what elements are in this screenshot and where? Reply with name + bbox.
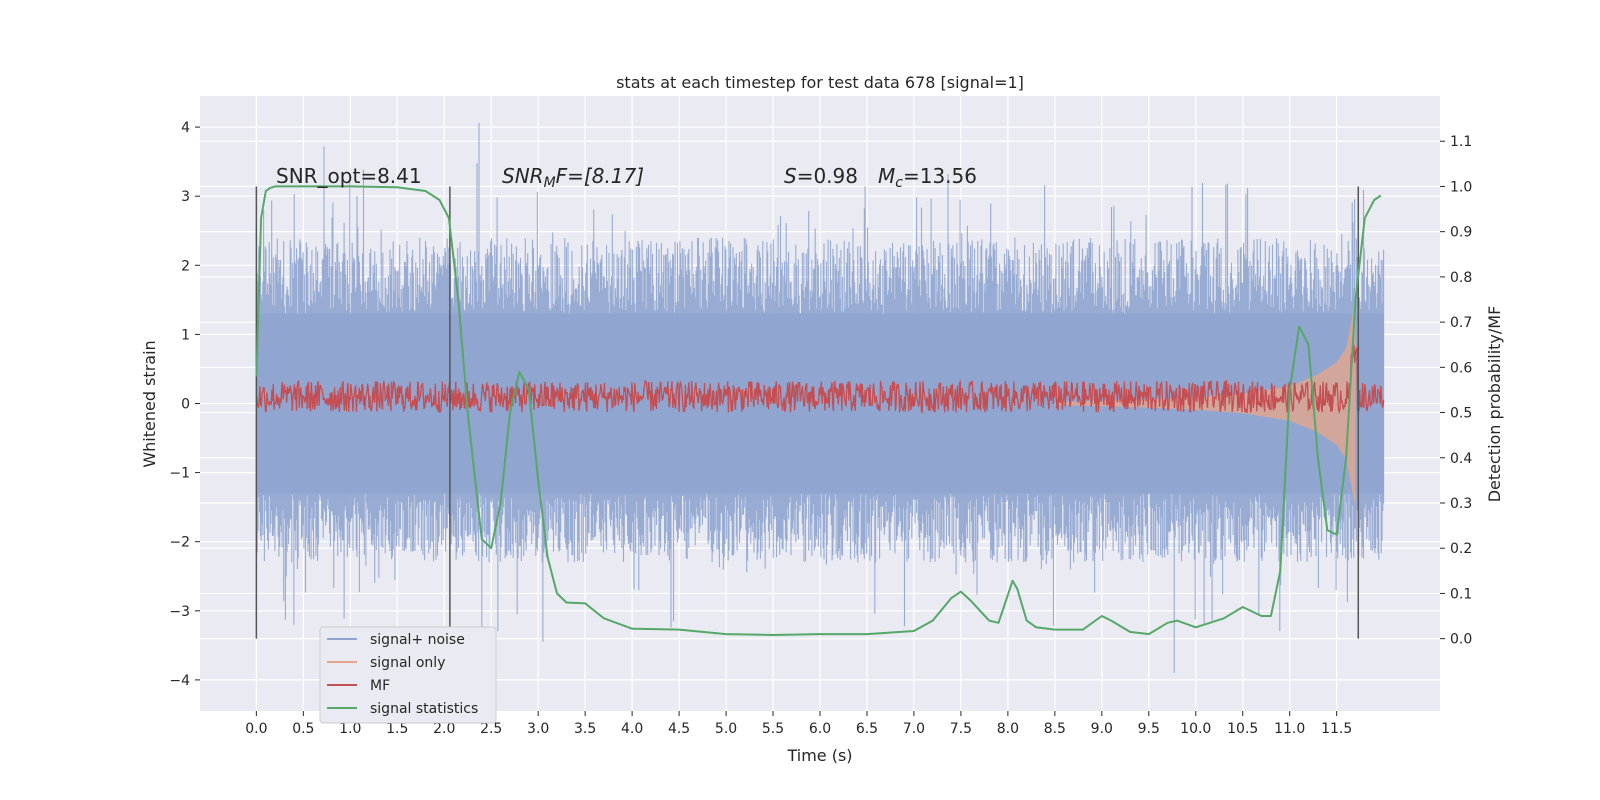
y-tick-label: 4: [181, 120, 190, 136]
y-right-tick-label: 0.3: [1450, 496, 1472, 512]
annotation-snr-mf: SNRMF=[8.17]: [502, 164, 644, 191]
x-tick-label: 0.0: [245, 721, 267, 737]
x-tick-label: 8.5: [1044, 721, 1066, 737]
mf-series: [255, 345, 1385, 415]
y-tick-label: −4: [169, 673, 190, 689]
x-tick-label: 2.5: [480, 721, 502, 737]
legend-label-signal-only: signal only: [370, 655, 445, 671]
x-tick-label: 11.0: [1274, 721, 1305, 737]
y-right-tick-label: 0.5: [1450, 406, 1472, 422]
x-tick-label: 6.5: [856, 721, 878, 737]
signal-only-series: [1054, 299, 1356, 508]
x-tick-label: 9.0: [1091, 721, 1113, 737]
y-tick-label: 1: [181, 327, 190, 343]
mf-trace: [255, 345, 1385, 415]
x-tick-label: 6.0: [809, 721, 831, 737]
y-right-axis-ticks: 1.1 1.0 0.9 0.8 0.7 0.6 0.5 0.4 0.3 0.2 0.1 0.0: [1440, 134, 1472, 648]
y-right-tick-label: 0.6: [1450, 360, 1472, 376]
legend-label-mf: MF: [370, 678, 390, 694]
legend-label-signal-noise: signal+ noise: [370, 632, 465, 648]
x-tick-label: 11.5: [1321, 721, 1352, 737]
chart-title: stats at each timestep for test data 678…: [616, 73, 1024, 92]
annotation-snr-opt: SNR_opt=8.41: [276, 164, 422, 188]
y-tick-label: −3: [169, 604, 190, 620]
y-axis-label: Whitened strain: [140, 340, 159, 467]
y-tick-label: 3: [181, 189, 190, 205]
y-right-tick-label: 0.7: [1450, 315, 1472, 331]
x-tick-label: 1.0: [339, 721, 361, 737]
legend: signal+ noise signal only MF signal stat…: [319, 626, 497, 724]
x-tick-label: 4.0: [621, 721, 643, 737]
y-right-tick-label: 0.2: [1450, 541, 1472, 557]
x-tick-label: 0.5: [292, 721, 314, 737]
x-axis-ticks: 0.0 0.5 1.0 1.5 2.0 2.5 3.0 3.5 4.0 4.5 5.0 5.5 6.0 6…: [245, 711, 1352, 737]
x-tick-label: 5.0: [715, 721, 737, 737]
x-tick-label: 2.0: [433, 721, 455, 737]
legend-label-signal-statistics: signal statistics: [370, 701, 478, 717]
y-right-tick-label: 0.8: [1450, 270, 1472, 286]
y-right-tick-label: 0.4: [1450, 451, 1472, 467]
x-tick-label: 3.5: [574, 721, 596, 737]
legend-box: [319, 626, 497, 724]
y-axis-ticks: 4 3 2 1 0 −1 −2 −3 −4: [169, 120, 200, 689]
annotation-s: S=0.98: [784, 164, 858, 188]
x-tick-label: 3.0: [527, 721, 549, 737]
x-tick-label: 5.5: [762, 721, 784, 737]
signal-statistics-trace: [255, 185, 1382, 636]
x-tick-label: 10.5: [1227, 721, 1258, 737]
x-tick-label: 1.5: [386, 721, 408, 737]
x-tick-label: 7.5: [950, 721, 972, 737]
x-tick-label: 7.0: [903, 721, 925, 737]
y-right-tick-label: 0.0: [1450, 632, 1472, 648]
x-tick-label: 10.0: [1180, 721, 1211, 737]
vertical-markers: [255, 186, 1360, 639]
signal-statistics-series: [255, 185, 1382, 636]
annotation-mc: Mc=13.56: [878, 164, 977, 191]
y-right-tick-label: 1.1: [1450, 134, 1472, 150]
x-tick-label: 9.5: [1138, 721, 1160, 737]
y-right-tick-label: 0.9: [1450, 225, 1472, 241]
x-axis-label: Time (s): [786, 746, 852, 765]
y-right-tick-label: 1.0: [1450, 179, 1472, 195]
y-right-axis-label: Detection probability/MF: [1485, 306, 1504, 503]
y-tick-label: −2: [169, 535, 190, 551]
signal-only-envelope: [1054, 299, 1356, 508]
y-tick-label: 0: [181, 397, 190, 413]
y-right-tick-label: 0.1: [1450, 586, 1472, 602]
x-tick-label: 4.5: [668, 721, 690, 737]
y-tick-label: −1: [169, 466, 190, 482]
x-tick-label: 8.0: [997, 721, 1019, 737]
y-tick-label: 2: [181, 258, 190, 274]
